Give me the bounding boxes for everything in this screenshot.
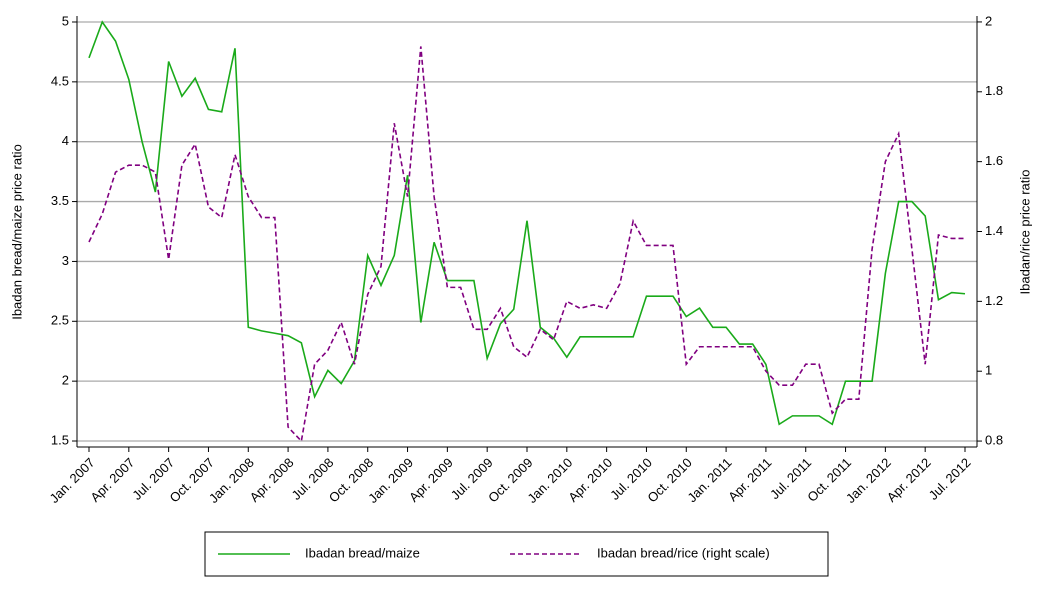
y2-tick-label: 1.4: [985, 223, 1003, 238]
y-tick-label: 2: [62, 373, 69, 388]
x-tick-label: Apr. 2012: [884, 455, 934, 505]
y-tick-label: 2.5: [51, 313, 69, 328]
x-tick-label: Jan. 2011: [684, 455, 734, 505]
x-tick-label: Jul. 2012: [926, 455, 974, 503]
y2-tick-label: 1.6: [985, 153, 1003, 168]
y2-tick-label: 0.8: [985, 432, 1003, 447]
y2-axis-title: Ibadan/rice price ratio: [1017, 169, 1032, 294]
y2-tick-label: 1.8: [985, 83, 1003, 98]
legend-box: [204, 531, 829, 577]
x-tick-label: Apr. 2010: [565, 455, 615, 505]
y2-tick-label: 1: [985, 363, 992, 378]
x-tick-label: Jan. 2007: [47, 455, 98, 506]
series-line: [88, 20, 966, 426]
y2-tick-label: 2: [985, 13, 992, 28]
y-tick-label: 1.5: [51, 432, 69, 447]
x-tick-label: Apr. 2007: [87, 455, 137, 505]
series-line: [88, 46, 965, 443]
x-tick-label: Apr. 2008: [247, 455, 297, 505]
x-tick-label: Apr. 2009: [406, 455, 456, 505]
x-tick-label: Apr. 2011: [725, 455, 774, 504]
y-tick-label: 4: [62, 133, 69, 148]
legend-label: Ibadan bread/maize: [305, 545, 420, 560]
y-tick-label: 3.5: [51, 193, 69, 208]
y-tick-label: 3: [62, 253, 69, 268]
y-tick-label: 4.5: [51, 73, 69, 88]
y-axis-title: Ibadan bread/maize price ratio: [9, 144, 24, 320]
y-tick-label: 5: [62, 13, 69, 28]
y2-tick-label: 1.2: [985, 293, 1003, 308]
legend-label: Ibadan bread/rice (right scale): [597, 545, 770, 560]
